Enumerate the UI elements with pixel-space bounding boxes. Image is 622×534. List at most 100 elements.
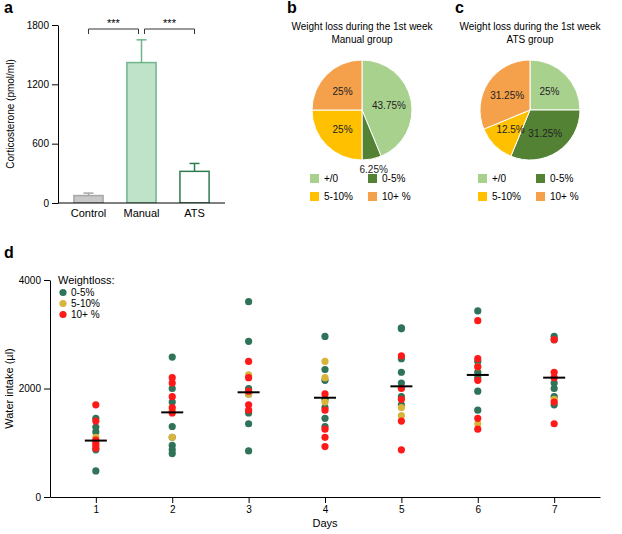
significance-label: *** [107,17,121,29]
tick: 1800 [27,20,58,31]
legend-label: 0-5% [550,173,573,184]
tick: 6 [475,497,481,515]
point [169,434,176,441]
chart-subtitle: ATS group [506,34,553,45]
legend-marker [59,311,66,318]
point [398,396,405,403]
point [321,443,328,450]
pie: 43.75%6.25%25%25% [312,60,412,175]
tick-mark [44,280,50,281]
y-axis-title: Water intake (µl) [3,348,15,429]
point [92,401,99,408]
slice [312,110,362,160]
panel-label: b [287,0,297,16]
legend: Weightloss:0-5%5-10%10+ % [58,274,115,320]
plot-area [85,298,565,474]
point [398,417,405,424]
tick-label: 3 [246,504,252,515]
error-bar [190,163,200,171]
data-label: 31.25% [490,90,524,101]
point [245,338,252,345]
point [245,407,252,414]
tick-label: 4 [323,504,329,515]
tick-label: 2000 [19,383,42,394]
tick-mark [52,203,58,204]
tick: Control [71,203,106,219]
tick-mark [52,84,58,85]
tick-label: 4000 [19,275,42,286]
legend-label: +/0 [324,173,339,184]
point [245,388,252,395]
legend-label: 0-5% [382,173,405,184]
tick-label: 7 [552,504,558,515]
tick-label: 2 [170,504,176,515]
median-line [161,411,183,413]
data-label: 31.25% [528,128,562,139]
tick-label: 5 [399,504,405,515]
tick-label: 0 [43,198,49,209]
x-axis-line [58,203,225,204]
point [92,467,99,474]
significance-bracket [88,29,138,34]
tick-label: 0 [35,492,41,503]
tick-label: 1 [94,504,100,515]
point [169,353,176,360]
point [474,363,481,370]
point [474,355,481,362]
series [92,298,558,474]
point [169,446,176,453]
chart-subtitle: Manual group [331,34,393,45]
point [398,325,405,332]
point [321,333,328,340]
legend: +/00-5%5-10%10+ % [478,173,579,202]
tick-mark [554,497,555,503]
tick: 1 [94,497,100,515]
point [551,398,558,405]
y-axis-line [50,281,51,498]
median-line [314,397,336,399]
y-axis: 060012001800 [27,20,59,209]
point [245,374,252,381]
x-axis: ControlManualATS [58,203,225,219]
data-label: 25% [539,86,559,97]
tick: 3 [246,497,252,515]
point [551,385,558,392]
tick-mark [52,144,58,145]
point [398,369,405,376]
point [169,434,176,441]
tick: 0 [35,492,50,503]
median-line [238,391,260,393]
significance-label: *** [163,17,177,29]
point [321,398,328,405]
legend-label: 10+ % [71,309,100,320]
point [474,388,481,395]
tick: 1200 [27,79,58,90]
figure: a060012001800ControlManualATSCorticoster… [0,0,622,534]
tick-mark [96,497,97,503]
tick-mark [401,497,402,503]
point [245,420,252,427]
legend-swatch [536,174,545,183]
point [321,407,328,414]
legend-swatch [536,192,545,201]
data-label: 12.5% [496,124,524,135]
tick-mark [44,497,50,498]
legend: +/00-5%5-10%10+ % [310,173,411,202]
median-line [390,385,412,387]
point [551,336,558,343]
legend-swatch [368,174,377,183]
chart-title: Weight loss during the 1st week [291,21,433,32]
error-bar-cap [137,39,147,41]
legend-swatch [310,192,319,201]
tick-mark [172,497,173,503]
point [321,415,328,422]
legend-title: Weightloss: [58,274,115,286]
legend-swatch [478,192,487,201]
chart-title: Weight loss during the 1st week [459,21,601,32]
tick: 5 [399,497,405,515]
point [321,390,328,397]
legend-label: 5-10% [324,191,353,202]
error-bar-cap [190,163,200,165]
point [169,379,176,386]
median-line [467,374,489,376]
